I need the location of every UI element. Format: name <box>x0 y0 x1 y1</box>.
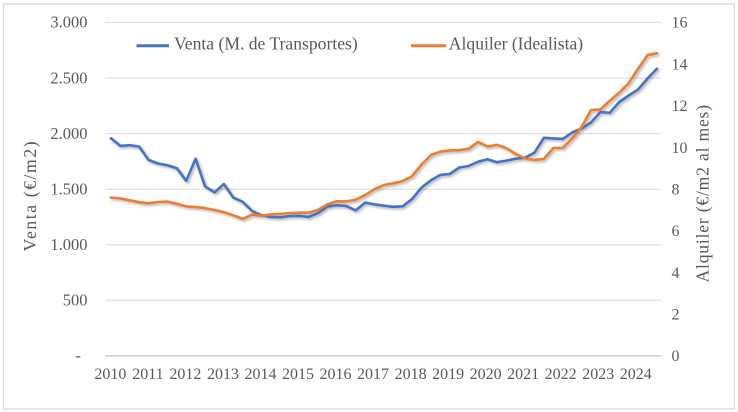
svg-text:2016: 2016 <box>320 366 352 383</box>
svg-text:2010: 2010 <box>94 366 126 383</box>
svg-text:10: 10 <box>672 140 688 157</box>
svg-text:2.500: 2.500 <box>50 68 87 87</box>
svg-text:2012: 2012 <box>169 366 201 383</box>
svg-text:12: 12 <box>672 98 688 115</box>
svg-text:6: 6 <box>672 223 680 240</box>
svg-text:1.000: 1.000 <box>50 235 87 254</box>
svg-text:2020: 2020 <box>470 366 502 383</box>
svg-text:Venta (€/m2): Venta (€/m2) <box>20 140 40 252</box>
svg-text:2022: 2022 <box>545 366 577 383</box>
svg-text:Alquiler (€/m2 al mes): Alquiler (€/m2 al mes) <box>693 104 713 282</box>
svg-text:Alquiler (Idealista): Alquiler (Idealista) <box>449 34 583 54</box>
svg-text:2017: 2017 <box>357 366 389 383</box>
svg-text:16: 16 <box>672 15 688 32</box>
svg-text:-: - <box>76 346 82 365</box>
svg-text:8: 8 <box>672 182 680 199</box>
svg-text:3.000: 3.000 <box>50 13 87 32</box>
svg-text:500: 500 <box>63 291 88 310</box>
svg-text:2019: 2019 <box>432 366 464 383</box>
svg-text:2015: 2015 <box>282 366 314 383</box>
svg-text:1.500: 1.500 <box>50 180 87 199</box>
svg-text:2014: 2014 <box>245 366 277 383</box>
svg-text:0: 0 <box>672 348 680 365</box>
svg-text:2.000: 2.000 <box>50 124 87 143</box>
svg-text:2023: 2023 <box>582 366 614 383</box>
svg-text:14: 14 <box>672 56 688 73</box>
svg-text:2013: 2013 <box>207 366 239 383</box>
svg-text:2: 2 <box>672 307 680 324</box>
svg-text:2021: 2021 <box>507 366 539 383</box>
svg-text:2018: 2018 <box>395 366 427 383</box>
svg-text:Venta (M. de Transportes): Venta (M. de Transportes) <box>174 34 358 54</box>
svg-text:2011: 2011 <box>132 366 163 383</box>
svg-text:4: 4 <box>672 265 680 282</box>
svg-text:2024: 2024 <box>620 366 652 383</box>
